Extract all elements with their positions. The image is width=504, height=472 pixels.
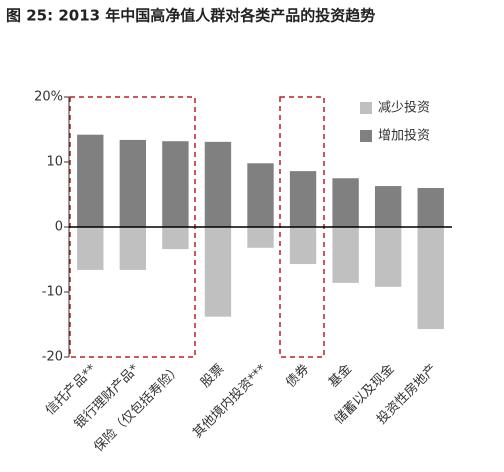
bar	[77, 227, 104, 270]
bar	[247, 227, 274, 248]
bar	[247, 163, 274, 227]
bar	[332, 178, 359, 227]
bar	[204, 141, 232, 227]
bar	[162, 227, 189, 250]
bar	[374, 227, 402, 287]
bar	[77, 134, 104, 227]
bar	[332, 227, 359, 283]
bar	[119, 227, 147, 270]
y-tick-label: -20	[42, 350, 63, 365]
x-tick-label: 股票	[198, 362, 227, 391]
bar	[289, 171, 317, 227]
y-tick-label: 10	[46, 155, 63, 170]
bar	[417, 188, 444, 227]
y-tick-label: -10	[42, 285, 63, 300]
y-tick-label: 20%	[34, 90, 63, 105]
legend-swatch	[360, 102, 372, 114]
y-tick-label: 0	[55, 220, 63, 235]
x-tick-label: 基金	[325, 361, 355, 391]
legend-label: 增加投资	[378, 128, 430, 144]
bar	[204, 227, 232, 317]
legend-label: 减少投资	[378, 100, 430, 116]
bar	[289, 227, 317, 265]
x-tick-label: 债券	[283, 361, 313, 391]
legend-swatch	[360, 130, 372, 142]
bar	[162, 141, 189, 227]
bar	[417, 227, 444, 330]
bar	[119, 139, 147, 227]
bar	[374, 186, 402, 227]
x-tick-label: 其他境内投资***	[190, 361, 271, 442]
chart-title: 图 25: 2013 年中国高净值人群对各类产品的投资趋势	[6, 7, 375, 25]
